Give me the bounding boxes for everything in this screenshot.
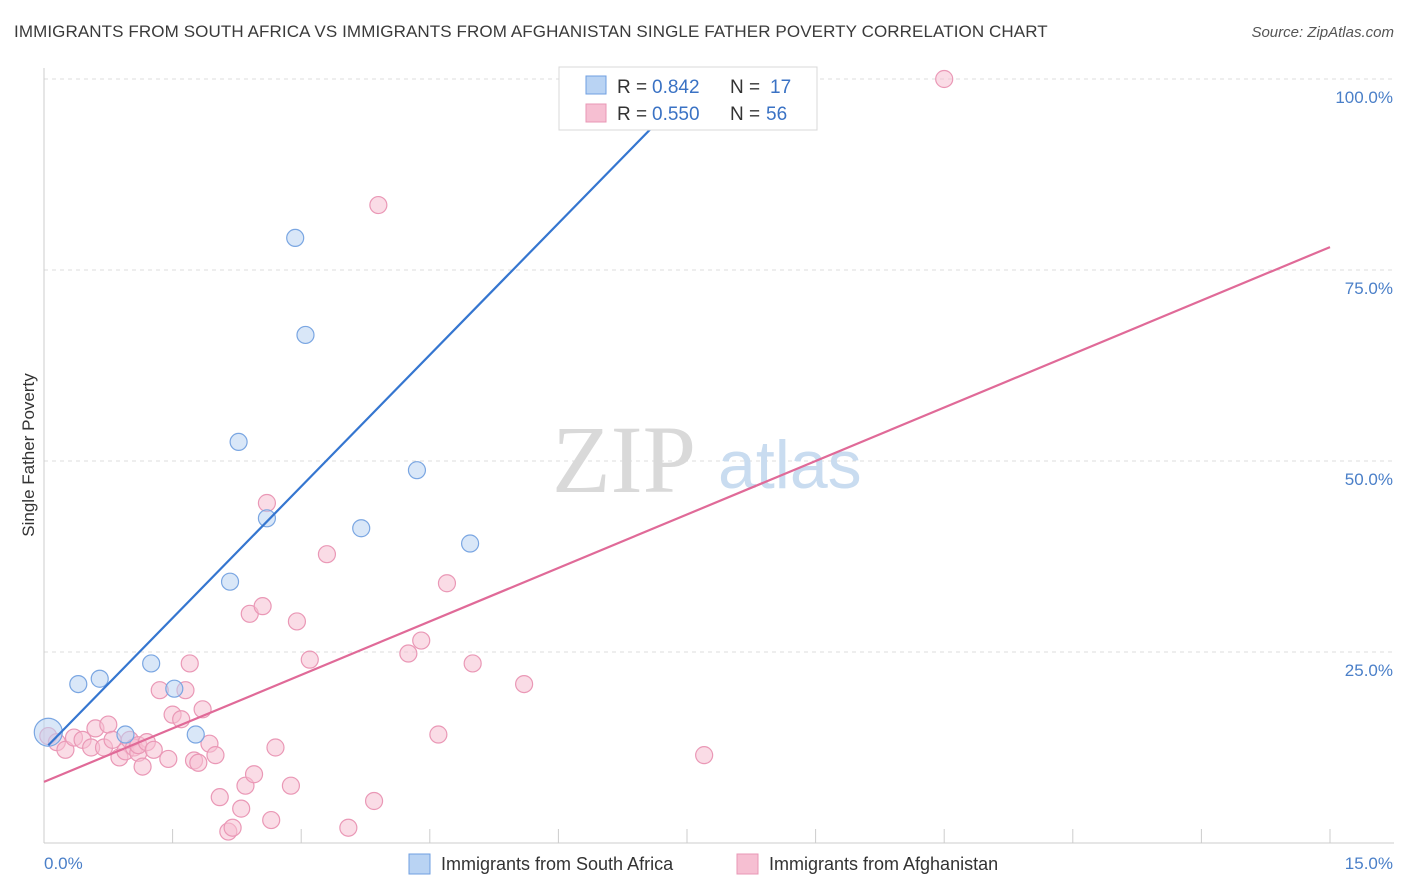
point-south-africa-11: [296, 325, 315, 345]
legend-r-value-1: 0.842: [652, 77, 700, 98]
grid-lines: [44, 78, 1394, 653]
point-afghanistan-36: [244, 765, 264, 784]
trend-lines: [43, 69, 1331, 783]
point-south-africa-12: [352, 519, 371, 538]
point-afghanistan-55: [935, 69, 954, 89]
legend-swatch-south-africa: [585, 75, 607, 95]
y-tick-label-2: 75.0%: [1345, 279, 1393, 298]
point-south-africa-4: [142, 654, 161, 673]
trend-line-south-africa: [47, 69, 710, 746]
point-afghanistan-8: [99, 715, 118, 734]
point-afghanistan-30: [210, 788, 229, 807]
point-afghanistan-37: [253, 597, 272, 616]
correlation-legend: R = 0.842 N = 17 R = 0.550 N = 56: [558, 66, 818, 131]
point-afghanistan-45: [339, 818, 358, 837]
bottom-legend-label-south-africa: Immigrants from South Africa: [441, 854, 674, 874]
legend-r-label-1: R =: [617, 77, 647, 98]
point-afghanistan-47: [369, 195, 388, 215]
point-afghanistan-15: [133, 757, 152, 776]
bottom-legend-label-afghanistan: Immigrants from Afghanistan: [769, 854, 998, 874]
point-afghanistan-26: [189, 753, 208, 772]
legend-n-label-1: N =: [730, 77, 760, 98]
legend-r-label-2: R =: [617, 104, 647, 125]
point-afghanistan-51: [437, 574, 457, 593]
point-afghanistan-48: [399, 644, 418, 663]
point-afghanistan-38: [257, 493, 277, 513]
point-afghanistan-53: [515, 674, 534, 694]
trend-line-afghanistan: [43, 246, 1331, 783]
legend-n-value-1: 17: [770, 77, 791, 98]
point-south-africa-7: [220, 572, 240, 591]
legend-n-label-2: N =: [730, 104, 760, 125]
point-afghanistan-44: [317, 545, 337, 564]
y-tick-label-3: 100.0%: [1335, 88, 1393, 107]
watermark-zip: ZIP: [552, 406, 696, 513]
y-tick-labels: 25.0% 50.0% 75.0% 100.0%: [1335, 88, 1393, 680]
y-axis-label: Single Father Poverty: [19, 373, 38, 537]
y-tick-label-0: 25.0%: [1345, 661, 1393, 680]
bottom-legend-swatch-afghanistan: [736, 853, 759, 875]
point-afghanistan-50: [429, 725, 448, 744]
point-afghanistan-33: [232, 799, 251, 818]
bottom-legend-swatch-south-africa: [408, 853, 431, 875]
point-afghanistan-46: [364, 791, 384, 811]
point-afghanistan-54: [695, 746, 714, 765]
point-afghanistan-39: [262, 810, 281, 830]
point-afghanistan-41: [281, 776, 301, 795]
point-afghanistan-29: [206, 746, 225, 765]
point-afghanistan-40: [266, 738, 285, 757]
legend-n-value-2: 56: [766, 104, 787, 125]
point-south-africa-9: [257, 509, 277, 528]
point-afghanistan-43: [300, 650, 319, 669]
x-tick-label-max: 15.0%: [1345, 854, 1393, 873]
point-afghanistan-52: [463, 654, 482, 673]
point-south-africa-6: [186, 725, 205, 744]
watermark-atlas: atlas: [718, 427, 862, 503]
point-south-africa-10: [286, 228, 305, 248]
point-afghanistan-42: [287, 612, 307, 631]
point-south-africa-1: [69, 674, 88, 694]
point-afghanistan-18: [144, 740, 163, 759]
data-points: [33, 69, 954, 841]
legend-swatch-afghanistan: [585, 103, 607, 123]
point-south-africa-2: [90, 669, 109, 688]
point-afghanistan-32: [223, 818, 242, 837]
point-south-africa-8: [229, 432, 248, 451]
axes: [43, 68, 1394, 844]
series-legend: Immigrants from South Africa Immigrants …: [408, 853, 998, 875]
chart-source: Source: ZipAtlas.com: [1251, 24, 1394, 41]
point-south-africa-0: [33, 717, 63, 747]
point-south-africa-13: [407, 461, 427, 480]
chart-title: IMMIGRANTS FROM SOUTH AFRICA VS IMMIGRAN…: [14, 22, 1048, 41]
point-afghanistan-49: [412, 631, 431, 650]
point-south-africa-5: [165, 679, 184, 698]
point-south-africa-14: [460, 534, 480, 553]
point-afghanistan-24: [180, 654, 199, 673]
point-south-africa-3: [116, 725, 135, 744]
y-tick-label-1: 50.0%: [1345, 470, 1393, 489]
point-afghanistan-20: [159, 749, 178, 769]
legend-r-value-2: 0.550: [652, 104, 700, 125]
x-tick-label-min: 0.0%: [44, 854, 83, 873]
